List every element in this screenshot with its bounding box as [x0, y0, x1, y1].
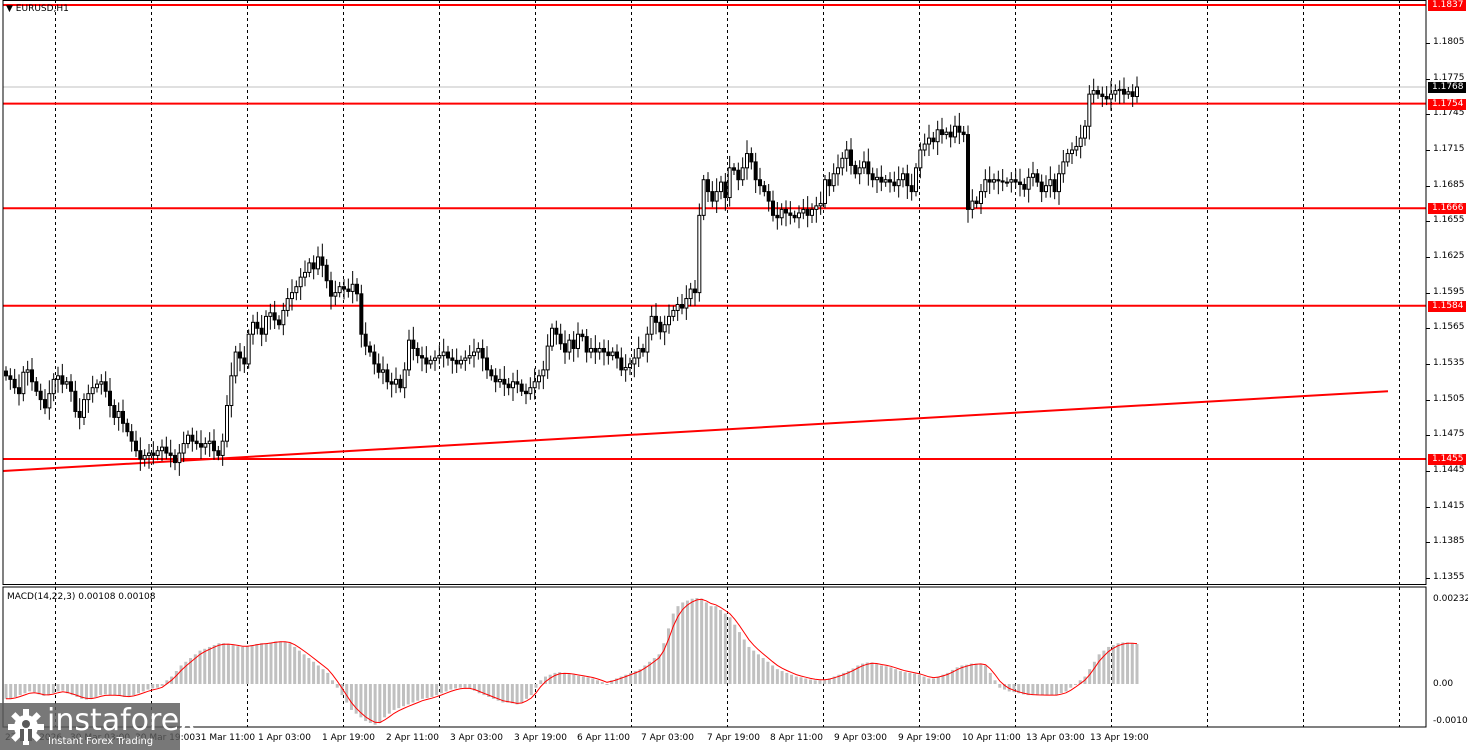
- price-tick: [1426, 328, 1430, 330]
- symbol-title[interactable]: ▼ EURUSD,H1: [6, 4, 69, 14]
- level-price-tag: 1.1584: [1428, 300, 1466, 312]
- price-tick: [1426, 221, 1430, 223]
- price-tick-label: 1.1745: [1433, 108, 1465, 119]
- time-tick-label: 7 Apr 19:00: [707, 733, 760, 743]
- price-tick: [1426, 149, 1430, 151]
- price-tick: [1426, 506, 1430, 508]
- time-tick-label: 1 Apr 03:00: [258, 733, 311, 743]
- time-tick-label: 10 Apr 11:00: [962, 733, 1021, 743]
- pane-frame: [2, 0, 1427, 728]
- price-tick-label: 1.1595: [1433, 286, 1465, 297]
- candlesticks: [4, 76, 1139, 476]
- price-tick-label: 1.1685: [1433, 179, 1465, 190]
- level-price-tag: 1.1754: [1428, 98, 1466, 110]
- time-tick-label: 3 Apr 19:00: [514, 733, 567, 743]
- macd-signal-line: [6, 598, 1138, 724]
- dropdown-triangle-icon[interactable]: ▼: [6, 4, 13, 14]
- level-price-tag: 1.1837: [1428, 0, 1466, 11]
- price-tick: [1426, 185, 1430, 187]
- price-tick-label: 1.1535: [1433, 357, 1465, 368]
- time-tick-label: 1 Apr 19:00: [322, 733, 375, 743]
- time-tick-label: 13 Apr 19:00: [1090, 733, 1149, 743]
- horizontal-levels[interactable]: [3, 4, 1426, 461]
- price-tick-label: 1.1655: [1433, 215, 1465, 226]
- price-tick-label: 1.1385: [1433, 536, 1465, 547]
- instaforex-watermark: instaforex Instant Forex Trading: [0, 703, 196, 750]
- time-tick-label: 6 Apr 11:00: [577, 733, 630, 743]
- price-tick-label: 1.1805: [1433, 37, 1465, 48]
- brand-name: instaforex: [47, 703, 197, 738]
- time-tick-label: 8 Apr 11:00: [770, 733, 823, 743]
- macd-tick-label: -0.00108: [1433, 716, 1468, 726]
- time-tick-label: 31 Mar 11:00: [195, 733, 256, 743]
- time-tick-label: 9 Apr 19:00: [898, 733, 951, 743]
- price-tick-label: 1.1355: [1433, 571, 1465, 582]
- price-tick-label: 1.1775: [1433, 72, 1465, 83]
- price-tick-label: 1.1625: [1433, 250, 1465, 261]
- price-tick: [1426, 78, 1430, 80]
- price-tick: [1426, 363, 1430, 365]
- brand-tagline: Instant Forex Trading: [48, 736, 154, 747]
- macd-tick-label: 0.00: [1433, 679, 1454, 689]
- time-tick-label: 7 Apr 03:00: [641, 733, 694, 743]
- symbol-label: EURUSD,H1: [15, 4, 69, 14]
- price-tick: [1426, 435, 1430, 437]
- price-tick-label: 1.1505: [1433, 393, 1465, 404]
- trend-line[interactable]: [2, 390, 1389, 472]
- price-tick: [1426, 114, 1430, 116]
- price-tick: [1426, 43, 1430, 45]
- price-tick-label: 1.1715: [1433, 143, 1465, 154]
- macd-tick-label: 0.00232: [1433, 594, 1468, 604]
- price-tick: [1426, 577, 1430, 579]
- price-tick: [1426, 542, 1430, 544]
- time-tick-label: 9 Apr 03:00: [834, 733, 887, 743]
- price-tick: [1426, 256, 1430, 258]
- price-tick-label: 1.1415: [1433, 500, 1465, 511]
- level-price-tag: 1.1455: [1428, 454, 1466, 465]
- time-tick-label: 13 Apr 03:00: [1026, 733, 1085, 743]
- time-tick-label: 3 Apr 03:00: [450, 733, 503, 743]
- price-tick-label: 1.1445: [1433, 464, 1465, 475]
- current-price-tag: 1.1768: [1428, 82, 1466, 93]
- price-tick: [1426, 470, 1430, 472]
- level-price-tag: 1.1666: [1428, 203, 1466, 215]
- gear-icon: [8, 709, 44, 745]
- grid-lines: [55, 0, 1400, 727]
- price-tick-label: 1.1475: [1433, 429, 1465, 440]
- price-tick-label: 1.1565: [1433, 322, 1465, 333]
- macd-histogram: [4, 598, 1139, 725]
- macd-title: MACD(14,22,3) 0.00108 0.00108: [7, 592, 156, 602]
- time-tick-label: 2 Apr 11:00: [386, 733, 439, 743]
- price-tick: [1426, 292, 1430, 294]
- price-tick: [1426, 399, 1430, 401]
